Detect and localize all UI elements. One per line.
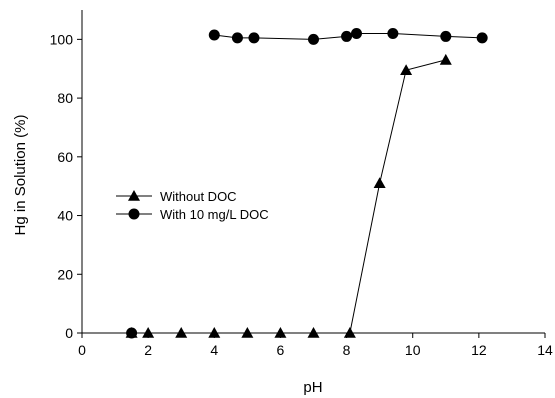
triangle-point xyxy=(373,177,386,189)
x-tick-label: 2 xyxy=(144,342,152,358)
triangle-point xyxy=(208,327,221,338)
axes: 0 2 4 6 8 10 12 14 0 20 40 60 80 100 xyxy=(50,10,553,358)
y-tick-label: 40 xyxy=(57,208,73,224)
circle-point xyxy=(387,27,399,39)
series-layer xyxy=(125,27,488,339)
legend-triangle-marker xyxy=(128,190,140,201)
triangle-point xyxy=(343,327,356,338)
circle-point xyxy=(476,32,488,44)
y-tick-label: 0 xyxy=(65,325,73,341)
x-tick-label: 0 xyxy=(78,342,86,358)
circle-point xyxy=(308,33,319,45)
y-axis-title: Hg in Solution (%) xyxy=(12,115,29,236)
triangle-point xyxy=(439,53,452,65)
legend-label: Without DOC xyxy=(160,189,237,204)
x-tick-label: 8 xyxy=(343,342,351,358)
triangle-point xyxy=(241,327,254,338)
y-tick-label: 80 xyxy=(57,90,73,106)
x-tick-label: 12 xyxy=(471,342,487,358)
triangle-point xyxy=(142,327,155,338)
legend: Without DOC With 10 mg/L DOC xyxy=(116,189,269,222)
circle-point xyxy=(440,30,452,42)
legend-circle-marker xyxy=(128,208,140,220)
circle-point xyxy=(126,327,138,339)
y-tick-label: 60 xyxy=(57,149,73,165)
y-tick-label: 20 xyxy=(57,266,73,282)
triangle-point xyxy=(175,327,188,338)
circle-point xyxy=(350,27,362,39)
series-with-doc xyxy=(126,27,488,339)
triangle-point xyxy=(400,64,413,75)
legend-label: With 10 mg/L DOC xyxy=(160,207,269,222)
x-tick-label: 10 xyxy=(405,342,421,358)
x-axis-title: pH xyxy=(303,379,322,396)
x-tick-label: 14 xyxy=(537,342,553,358)
triangle-point xyxy=(274,327,287,338)
triangle-point xyxy=(307,327,320,338)
x-tick-label: 6 xyxy=(277,342,285,358)
y-tick-label: 100 xyxy=(50,31,74,47)
circle-point xyxy=(341,30,353,42)
circle-point xyxy=(231,32,243,44)
circle-point xyxy=(208,29,220,41)
x-tick-label: 4 xyxy=(210,342,218,358)
circle-point xyxy=(248,32,260,44)
